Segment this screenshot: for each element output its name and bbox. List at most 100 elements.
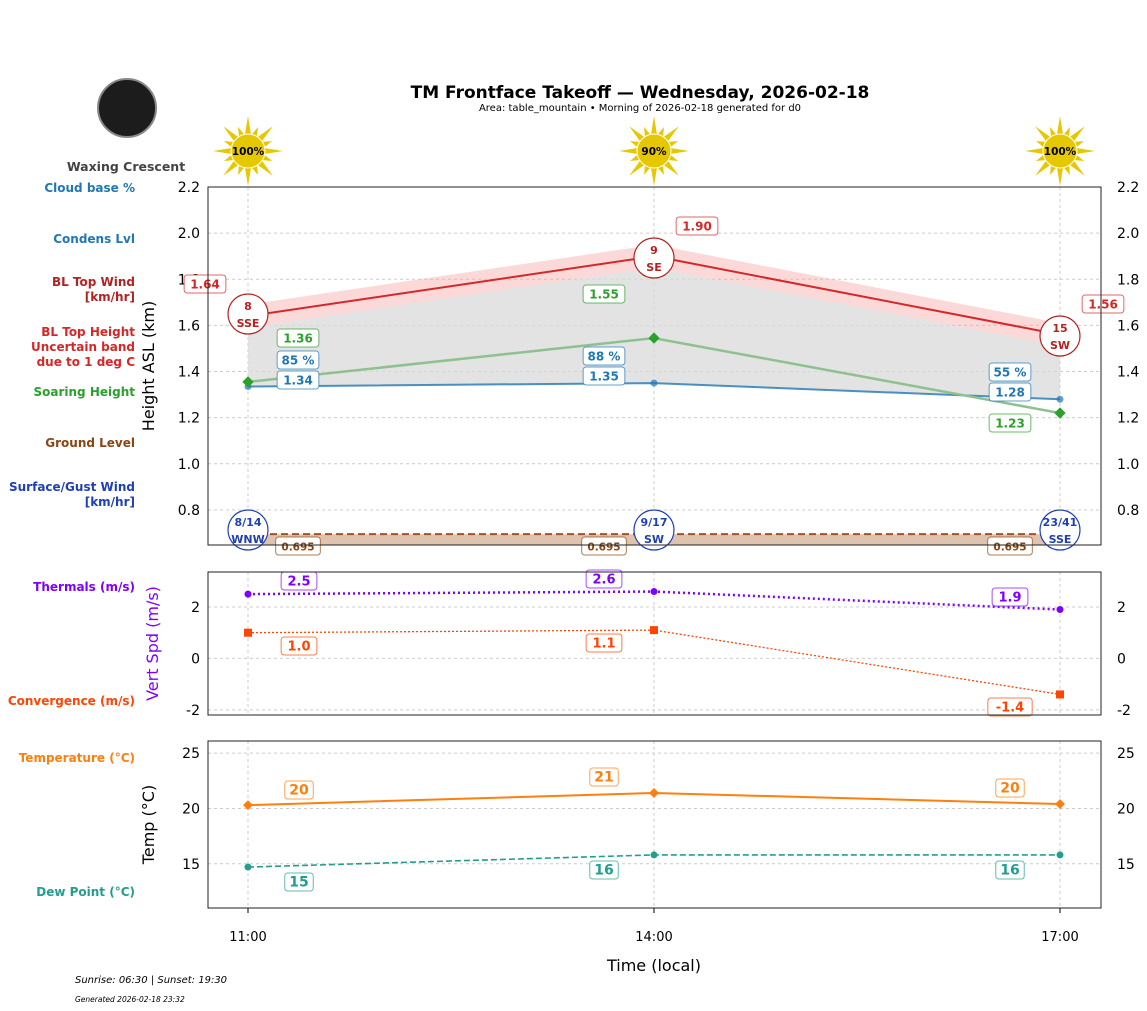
thermals-point [650, 588, 658, 596]
dew-point-label: 16 [589, 860, 619, 880]
y-tick-label: 2 [191, 600, 200, 616]
bl-wind-speed: 9 [650, 244, 658, 257]
cloud-base-percent-label-text: 85 % [282, 354, 315, 368]
condens-label: 1.34 [276, 370, 320, 390]
convergence-label-text: -1.4 [996, 701, 1024, 716]
bl-wind-speed: 8 [244, 300, 252, 313]
condens-point [1056, 395, 1064, 403]
temperature-point [243, 800, 253, 811]
convergence-label: 1.1 [585, 633, 623, 653]
y-tick-label-right: 2 [1117, 600, 1126, 616]
surface-wind-speed: 9/17 [641, 516, 668, 529]
soaring-label: 1.36 [276, 328, 320, 348]
row-label: Soaring Height [33, 384, 136, 399]
ground-label: 0.695 [581, 536, 627, 556]
y-tick-label: -2 [186, 703, 200, 719]
y-tick-label: 1.4 [178, 365, 200, 381]
x-axis-label: Time (local) [606, 956, 701, 975]
temperature-label-text: 20 [289, 783, 309, 799]
sun-percent: 90% [641, 146, 667, 158]
bl-top-label: 1.90 [675, 216, 719, 236]
convergence-point [244, 628, 252, 637]
bl-wind-barb: 8 SSE [227, 293, 269, 335]
soaring-label: 1.55 [582, 284, 626, 304]
temperature-point [649, 788, 659, 798]
y-tick-label-right: 1.0 [1117, 457, 1139, 473]
y-axis-label: Height ASL (km) [139, 301, 158, 431]
y-tick-label-right: 1.8 [1117, 272, 1139, 288]
soaring-label-text: 1.55 [589, 288, 619, 302]
thermals-label: 2.6 [585, 569, 623, 589]
thermals-label: 2.5 [280, 571, 318, 591]
condens-label-text: 1.35 [589, 370, 619, 384]
y-tick-label-right: 2.0 [1117, 226, 1139, 242]
y-tick-label: 15 [182, 857, 200, 873]
condens-label: 1.35 [582, 366, 626, 386]
convergence-label: 1.0 [280, 636, 318, 656]
condens-label-text: 1.34 [283, 374, 313, 388]
row-label: Surface/Gust Wind [km/hr] [9, 480, 135, 509]
ground-label-text: 0.695 [993, 542, 1026, 554]
soaring-label-text: 1.36 [283, 332, 313, 346]
sun-icon: 100% [1025, 116, 1095, 186]
sun-percent: 100% [232, 146, 265, 158]
y-tick-label: 1.2 [178, 411, 200, 427]
moon-phase-label: Waxing Crescent [66, 159, 186, 174]
dew-point-label-text: 16 [1000, 863, 1019, 879]
ground-label: 0.695 [275, 536, 321, 556]
panel-frame [207, 186, 1102, 546]
cloud-base-percent-label-text: 88 % [588, 350, 621, 364]
condens-point [650, 379, 658, 387]
surface-wind-dir: SSE [1049, 533, 1072, 546]
row-label: Cloud base % [44, 180, 135, 195]
sun-icon: 90% [619, 116, 689, 186]
bl-wind-dir: SSE [237, 317, 260, 330]
sun-percent: 100% [1044, 146, 1077, 158]
y-tick-label-right: 0 [1117, 651, 1126, 667]
dew-point-label-text: 16 [594, 863, 613, 879]
y-tick-label: 2.0 [178, 226, 200, 242]
dew-point-label: 15 [284, 872, 314, 892]
y-tick-label-right: 25 [1117, 746, 1135, 762]
y-tick-label: 1.6 [178, 318, 200, 334]
condens-label-text: 1.28 [995, 386, 1025, 400]
soaring-point [648, 332, 660, 344]
convergence-label-text: 1.1 [592, 637, 615, 652]
surface-wind-dir: SW [644, 533, 664, 546]
surface-wind-barb: 8/14 WNW [227, 509, 269, 551]
bl-top-label-text: 1.56 [1088, 298, 1118, 312]
y-tick-label-right: 0.8 [1117, 503, 1139, 519]
bl-top-label: 1.56 [1081, 294, 1125, 314]
temperature-label: 20 [995, 778, 1025, 798]
y-tick-label: 0 [191, 651, 200, 667]
thermals-point [244, 590, 252, 598]
thermals-label-text: 2.5 [287, 575, 310, 590]
sun-icon: 100% [213, 116, 283, 186]
x-tick-label: 17:00 [1041, 930, 1078, 945]
surface-wind-speed: 8/14 [235, 516, 262, 529]
cloud-base-percent-label: 88 % [582, 346, 626, 366]
bl-wind-barb: 9 SE [633, 237, 675, 279]
dew-point-point [1056, 851, 1064, 859]
cloud-base-percent-label: 85 % [276, 350, 320, 370]
thermals-point [1056, 606, 1064, 614]
generated-time: Generated 2026-02-18 23:32 [75, 995, 185, 1004]
convergence-point [650, 626, 658, 635]
y-tick-label-right: 1.6 [1117, 318, 1139, 334]
panel-frame [207, 740, 1102, 909]
temperature-label: 20 [284, 780, 314, 800]
bl-top-label: 1.64 [183, 274, 227, 294]
ground-label-text: 0.695 [281, 542, 314, 554]
y-tick-label: 0.8 [178, 503, 200, 519]
y-tick-label-right: 20 [1117, 801, 1135, 817]
bl-wind-speed: 15 [1052, 322, 1067, 335]
dew-point-label: 16 [995, 860, 1025, 880]
surface-wind-dir: WNW [231, 533, 264, 546]
dew-point-point [244, 863, 252, 871]
temperature-label-text: 21 [594, 770, 613, 786]
y-tick-label-right: -2 [1117, 703, 1131, 719]
dew-point-point [650, 851, 658, 859]
bl-wind-dir: SW [1050, 339, 1070, 352]
